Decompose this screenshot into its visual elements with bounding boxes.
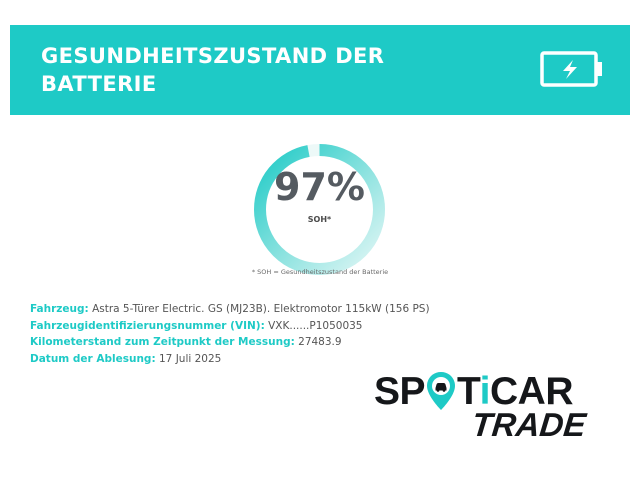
soh-gauge xyxy=(254,144,385,275)
soh-footnote: * SOH = Gesundheitszustand der Batterie xyxy=(251,268,389,276)
header-banner: GESUNDHEITSZUSTAND DER BATTERIE xyxy=(10,25,630,115)
detail-row-mileage: Kilometerstand zum Zeitpunkt der Messung… xyxy=(30,334,590,351)
detail-key: Fahrzeugidentifizierungsnummer (VIN): xyxy=(30,319,265,332)
detail-key: Kilometerstand zum Zeitpunkt der Messung… xyxy=(30,336,295,348)
logo-subtitle: TRADE xyxy=(470,406,588,443)
gauge-arc xyxy=(254,144,385,275)
logo-text-i: i xyxy=(479,370,491,413)
soh-label: SOH* xyxy=(307,215,332,224)
logo-text-t: T xyxy=(457,370,480,413)
logo-text-end: CAR xyxy=(490,370,574,413)
detail-value: 27483.9 xyxy=(298,336,342,348)
detail-value: VXK......P1050035 xyxy=(268,319,363,332)
detail-value: Astra 5-Türer Electric. GS (MJ23B). Elek… xyxy=(92,303,430,315)
battery-charging-icon xyxy=(540,51,602,87)
vehicle-details: Fahrzeug: Astra 5-Türer Electric. GS (MJ… xyxy=(30,301,590,367)
location-pin-car-icon xyxy=(427,372,456,410)
logo-wordmark: SP TiCAR xyxy=(374,370,574,414)
spoticar-trade-logo: SP TiCAR TRADE xyxy=(374,370,589,445)
detail-row-date: Datum der Ablesung: 17 Juli 2025 xyxy=(30,351,590,368)
detail-key: Datum der Ablesung: xyxy=(30,352,156,365)
detail-value: 17 Juli 2025 xyxy=(159,352,222,365)
detail-row-vin: Fahrzeugidentifizierungsnummer (VIN): VX… xyxy=(30,318,590,335)
page-title: GESUNDHEITSZUSTAND DER BATTERIE xyxy=(41,44,385,96)
detail-row-vehicle: Fahrzeug: Astra 5-Türer Electric. GS (MJ… xyxy=(30,301,590,318)
detail-key: Fahrzeug: xyxy=(30,303,89,315)
soh-value: 97% xyxy=(274,165,365,209)
logo-text-start: SP xyxy=(374,370,426,413)
